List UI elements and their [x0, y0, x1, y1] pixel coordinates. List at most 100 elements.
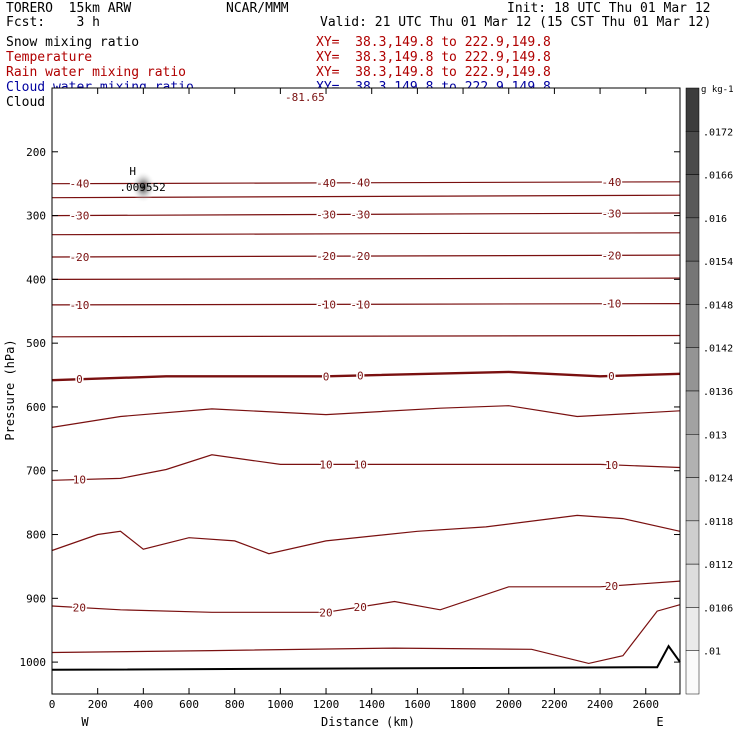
east-label: E	[656, 715, 663, 729]
y-axis-label: Pressure (hPa)	[3, 339, 17, 440]
isotherm-label: -10	[69, 299, 89, 312]
y-tick-label: 400	[26, 273, 46, 286]
colorbar-cell	[685, 390, 700, 435]
colorbar-label: .0148	[703, 300, 733, 311]
forecast-hour: Fcst: 3 h	[6, 15, 100, 30]
colorbar-label: .0106	[703, 603, 733, 614]
colorbar-label: .0112	[703, 560, 733, 571]
isotherm-label: -40	[316, 177, 336, 190]
x-axis-label: Distance (km)	[321, 715, 415, 729]
colorbar-cell	[685, 607, 700, 651]
x-tick-label: 1600	[404, 698, 431, 711]
isotherm-5	[51, 405, 681, 428]
isotherm-label: 10	[73, 474, 86, 487]
colorbar-cell	[685, 217, 700, 262]
legend-row: Rain water mixing ratio	[6, 66, 186, 80]
x-tick-label: 2000	[495, 698, 522, 711]
isotherm-label: 0	[608, 370, 615, 383]
legend-label: Rain water mixing ratio	[6, 65, 187, 80]
colorbar-cell	[685, 650, 700, 695]
colorbar-label: .0136	[703, 387, 733, 398]
x-tick-label: 1200	[313, 698, 340, 711]
legend-row: Snow mixing ratio	[6, 36, 139, 50]
y-tick-label: 900	[26, 592, 46, 605]
legend-row: Temperature	[6, 51, 92, 65]
isotherm--20	[51, 254, 681, 258]
isotherm--35	[51, 194, 681, 199]
colorbar-label: .0124	[703, 474, 733, 485]
x-tick-label: 800	[225, 698, 245, 711]
x-tick-label: 2200	[541, 698, 568, 711]
colorbar-label: .013	[703, 430, 727, 441]
isotherm-label: -10	[350, 298, 370, 311]
x-tick-label: 600	[179, 698, 199, 711]
isotherm-label: -40	[602, 176, 622, 189]
isotherm-label: 20	[354, 601, 367, 614]
isotherm-label: 10	[319, 458, 332, 471]
isotherm-label: 10	[605, 459, 618, 472]
isotherm-label: 20	[73, 602, 86, 615]
colorbar-cell	[685, 434, 700, 478]
y-tick-label: 700	[26, 465, 46, 478]
colorbar-label: .0142	[703, 344, 733, 355]
valid-time: Valid: 21 UTC Thu 01 Mar 12 (15 CST Thu …	[320, 15, 712, 30]
y-tick-label: 300	[26, 210, 46, 223]
colorbar-cell	[685, 347, 700, 392]
model-title: TORERO 15km ARW	[6, 1, 132, 16]
colorbar-label: .0118	[703, 517, 733, 528]
isotherm-10	[51, 454, 681, 481]
isotherm-label: -40	[69, 178, 89, 191]
colorbar-cell	[685, 477, 700, 522]
isotherm-25	[51, 604, 681, 665]
colorbar-label: .0154	[703, 257, 733, 268]
west-label: W	[81, 715, 89, 729]
colorbar-label: .01	[703, 647, 721, 658]
isotherm--25	[51, 232, 681, 236]
colorbar-cell	[685, 131, 700, 175]
isotherm-label: -30	[602, 207, 622, 220]
isotherm-label: -10	[602, 298, 622, 311]
isotherm-label: -40	[350, 177, 370, 190]
isotherm-label: 0	[76, 373, 83, 386]
colorbar-cell	[685, 563, 700, 608]
x-tick-label: 0	[49, 698, 56, 711]
colorbar-label: .0172	[703, 127, 733, 138]
colorbar-cell	[685, 520, 700, 565]
isotherm-label: -20	[69, 251, 89, 264]
colorbar-cell	[685, 260, 700, 305]
colorbar-cell	[685, 304, 700, 348]
colorbar-cell	[685, 87, 700, 132]
isotherm-label: -20	[350, 250, 370, 263]
y-tick-label: 200	[26, 146, 46, 159]
isotherm-label: 0	[323, 370, 330, 383]
isotherm-label: -10	[316, 298, 336, 311]
isotherm--5	[51, 334, 681, 338]
min-temp-label: -81.65	[285, 91, 325, 104]
x-tick-label: 2600	[632, 698, 659, 711]
legend-xy: XY= 38.3,149.8 to 222.9,149.8	[316, 50, 551, 65]
isotherm-label: -30	[69, 209, 89, 222]
y-tick-label: 600	[26, 401, 46, 414]
isotherm-label: 20	[605, 580, 618, 593]
isotherm-15	[51, 514, 681, 555]
surface-line	[51, 644, 681, 671]
isotherm-label: -30	[350, 208, 370, 221]
plot-area	[52, 88, 680, 694]
isotherm--40	[51, 181, 681, 185]
center-title: NCAR/MMM	[226, 1, 289, 16]
isotherm-label: 20	[319, 606, 332, 619]
isotherm-20	[51, 580, 681, 613]
isotherm--30	[51, 212, 681, 217]
legend-label: Snow mixing ratio	[6, 35, 140, 50]
isotherm-label: 0	[357, 369, 364, 382]
colorbar-label: .0166	[703, 171, 733, 182]
isotherm-0	[51, 370, 681, 382]
max-marker-value: .009552	[119, 181, 165, 194]
legend-xy: XY= 38.3,149.8 to 222.9,149.8	[316, 35, 551, 50]
cloud-ice-maximum	[131, 170, 156, 203]
legend-xy: XY= 38.3,149.8 to 222.9,149.8	[316, 65, 551, 80]
colorbar-label: .016	[703, 214, 727, 225]
x-tick-label: 2400	[587, 698, 614, 711]
x-tick-label: 1800	[450, 698, 477, 711]
